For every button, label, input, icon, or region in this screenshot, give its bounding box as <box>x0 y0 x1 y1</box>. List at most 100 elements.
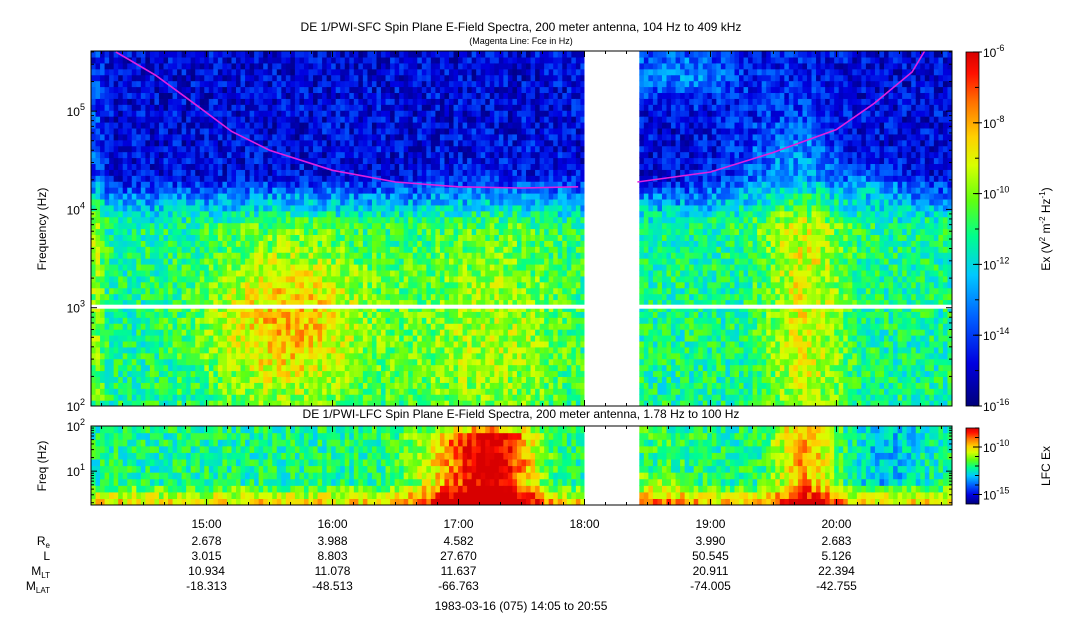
sfc-heatmap-cell <box>186 204 192 212</box>
sfc-heatmap-cell <box>154 204 160 212</box>
sfc-heatmap-cell <box>276 269 282 277</box>
sfc-heatmap-cell <box>371 317 378 324</box>
sfc-heatmap-cell <box>326 204 332 212</box>
sfc-heatmap-cell <box>222 252 228 259</box>
sfc-heatmap-cell <box>190 163 196 170</box>
sfc-heatmap-cell <box>149 394 156 401</box>
sfc-heatmap-cell <box>390 252 396 259</box>
sfc-heatmap-cell <box>313 252 319 259</box>
sfc-heatmap-cell <box>430 264 436 271</box>
sfc-heatmap-cell <box>376 299 382 307</box>
sfc-heatmap-cell <box>122 222 128 230</box>
sfc-heatmap-cell <box>444 364 450 372</box>
sfc-heatmap-cell <box>172 400 178 406</box>
sfc-heatmap-cell <box>308 204 314 212</box>
sfc-heatmap-cell <box>177 80 183 88</box>
sfc-heatmap-cell <box>104 104 110 111</box>
sfc-heatmap-cell <box>127 388 133 395</box>
sfc-heatmap-cell <box>172 269 178 277</box>
sfc-heatmap-cell <box>313 269 319 277</box>
sfc-heatmap-cell <box>362 116 369 123</box>
sfc-heatmap-cell <box>136 269 142 277</box>
sfc-heatmap-cell <box>299 388 305 395</box>
sfc-heatmap-cell <box>109 382 115 389</box>
sfc-heatmap-cell <box>430 169 436 176</box>
sfc-heatmap-cell <box>140 329 146 336</box>
sfc-heatmap-cell <box>453 198 459 206</box>
sfc-heatmap-cell <box>294 329 301 336</box>
sfc-heatmap-cell <box>340 181 346 188</box>
sfc-heatmap-cell <box>394 68 400 76</box>
sfc-heatmap-cell <box>430 240 436 247</box>
sfc-heatmap-cell <box>313 323 319 330</box>
sfc-heatmap-cell <box>249 51 255 58</box>
sfc-heatmap-cell <box>276 51 282 58</box>
sfc-heatmap-cell <box>208 51 214 58</box>
sfc-heatmap-cell <box>136 181 142 188</box>
sfc-heatmap-cell <box>299 68 305 76</box>
sfc-heatmap-cell <box>163 228 169 236</box>
sfc-heatmap-cell <box>362 145 369 153</box>
sfc-heatmap-cell <box>303 264 310 271</box>
sfc-heatmap-cell <box>158 329 165 336</box>
sfc-heatmap-cell <box>381 198 387 206</box>
sfc-heatmap-cell <box>399 269 405 277</box>
sfc-heatmap-cell <box>285 204 291 212</box>
sfc-heatmap-cell <box>231 340 237 348</box>
sfc-heatmap-cell <box>394 56 400 64</box>
sfc-heatmap-cell <box>231 198 237 206</box>
sfc-heatmap-cell <box>367 56 373 64</box>
sfc-heatmap-cell <box>349 98 355 105</box>
sfc-heatmap-cell <box>308 394 314 401</box>
sfc-heatmap-cell <box>367 317 373 324</box>
sfc-heatmap-cell <box>453 382 459 389</box>
sfc-heatmap-cell <box>172 51 178 58</box>
sfc-heatmap-cell <box>222 376 228 383</box>
sfc-heatmap-cell <box>122 62 128 70</box>
sfc-heatmap-cell <box>149 358 156 366</box>
sfc-heatmap-cell <box>249 145 255 153</box>
sfc-heatmap-cell <box>331 110 337 117</box>
sfc-heatmap-cell <box>127 358 133 366</box>
sfc-heatmap-cell <box>340 222 346 230</box>
sfc-heatmap-cell <box>100 400 106 406</box>
sfc-heatmap-cell <box>430 246 436 253</box>
sfc-heatmap-cell <box>104 258 110 265</box>
sfc-heatmap-cell <box>390 181 396 188</box>
sfc-heatmap-cell <box>149 104 156 111</box>
sfc-heatmap-cell <box>104 394 110 401</box>
sfc-heatmap-cell <box>426 346 432 354</box>
sfc-heatmap-cell <box>385 163 391 170</box>
sfc-heatmap-cell <box>303 210 310 218</box>
sfc-heatmap-cell <box>127 364 133 372</box>
sfc-heatmap-cell <box>104 133 110 141</box>
sfc-heatmap-cell <box>335 145 341 153</box>
sfc-heatmap-cell <box>462 157 468 165</box>
sfc-heatmap-cell <box>322 388 328 395</box>
sfc-heatmap-cell <box>113 240 119 247</box>
sfc-heatmap-cell <box>331 216 337 224</box>
sfc-heatmap-cell <box>263 382 269 389</box>
sfc-heatmap-cell <box>91 394 97 401</box>
sfc-heatmap-cell <box>217 56 224 64</box>
sfc-heatmap-cell <box>313 193 319 200</box>
sfc-heatmap-cell <box>154 193 160 200</box>
sfc-heatmap-cell <box>254 181 260 188</box>
sfc-heatmap-cell <box>136 145 142 153</box>
sfc-heatmap-cell <box>136 169 142 176</box>
sfc-heatmap-cell <box>240 264 246 271</box>
sfc-heatmap-cell <box>258 80 264 88</box>
sfc-heatmap-cell <box>344 264 350 271</box>
sfc-heatmap-cell <box>272 204 278 212</box>
sfc-heatmap-cell <box>127 269 133 277</box>
sfc-heatmap-cell <box>276 104 282 111</box>
sfc-heatmap-cell <box>122 116 128 123</box>
sfc-heatmap-cell <box>358 293 364 301</box>
sfc-heatmap-cell <box>181 104 187 111</box>
sfc-heatmap-cell <box>181 222 187 230</box>
sfc-heatmap-cell <box>426 151 432 159</box>
sfc-heatmap-cell <box>458 275 464 283</box>
sfc-heatmap-cell <box>290 376 296 383</box>
sfc-heatmap-cell <box>385 269 391 277</box>
sfc-heatmap-cell <box>240 68 246 76</box>
